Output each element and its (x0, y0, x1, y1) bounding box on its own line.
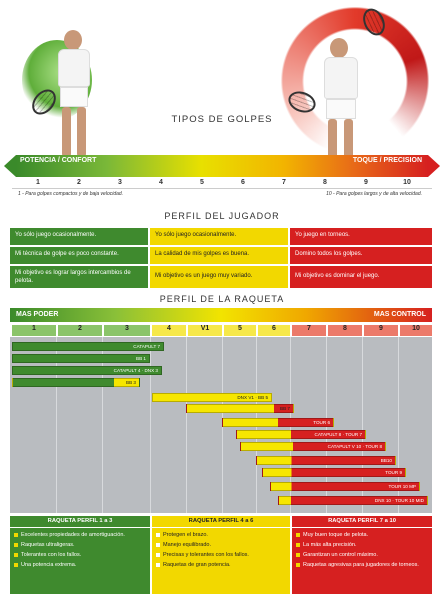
group-yellow-box: Protegen el brazo. Manejo equilibrado. P… (152, 528, 290, 594)
racket-bar: TOUR 9 (262, 468, 406, 477)
raqueta-col-2: 2 (58, 325, 102, 336)
raqueta-col-1: 1 (12, 325, 56, 336)
raqueta-col-5: 5 (224, 325, 256, 336)
list-item: Protegen el brazo. (155, 532, 287, 539)
racket-bar: BB 7 (186, 404, 294, 413)
racket-bar: BB 1 (12, 354, 150, 363)
jugador-cell: Mi objetivo es dominar el juego. (290, 266, 432, 288)
raqueta-left-label: MAS PODER (16, 311, 59, 318)
list-item: Raquetas ultraligeras. (13, 542, 147, 549)
raqueta-power-bar: MAS PODER MAS CONTROL (10, 308, 432, 322)
raqueta-title: PERFIL DE LA RAQUETA (159, 294, 285, 304)
scale-8: 8 (323, 179, 327, 186)
scale-2: 2 (77, 179, 81, 186)
raqueta-col-8: 8 (328, 325, 362, 336)
group-yellow-title: RAQUETA PERFIL 4 a 6 (152, 516, 290, 527)
racket-bar: TOUR 6 (222, 418, 334, 427)
group-red-title: RAQUETA PERFIL 7 a 10 (292, 516, 432, 527)
racket-bar: DNX 10 · TOUR 10 MID (278, 496, 428, 505)
jugador-cell: La calidad de mis golpes es buena. (150, 247, 288, 264)
list-item: Precisas y tolerantes con los fallos. (155, 552, 287, 559)
racket-bar: DNX V1 · BB 5 (152, 393, 272, 402)
scale-1: 1 (36, 179, 40, 186)
tipos-title: TIPOS DE GOLPES (171, 114, 273, 125)
list-item: La más alta precisión. (295, 542, 429, 549)
scale-4: 4 (159, 179, 163, 186)
racket-bar: CATAPULT 7 (12, 342, 164, 351)
jugador-cell: Yo sólo juego ocasionalmente. (10, 228, 148, 245)
tipos-note-left: 1 - Para golpes compactos y de baja velo… (18, 191, 124, 197)
racket-bar: CATAPULT 4 · DNX 3 (12, 366, 162, 375)
scale-6: 6 (241, 179, 245, 186)
list-item: Garantizan un control máximo. (295, 552, 429, 559)
raqueta-col-4: 4 (152, 325, 186, 336)
raqueta-col-7: 7 (292, 325, 326, 336)
list-item: Manejo equilibrado. (155, 542, 287, 549)
racket-bar: CATAPULT 8 · TOUR 7 (236, 430, 366, 439)
raqueta-col-9: 9 (364, 325, 398, 336)
tipos-right-label: TOQUE / PRECISION (352, 157, 422, 164)
group-green-box: Excelentes propiedades de amortiguación.… (10, 528, 150, 594)
list-item: Raquetas de gran potencia. (155, 562, 287, 569)
tipos-arrow: POTENCIA / CONFORT TOQUE / PRECISION (4, 155, 440, 177)
jugador-cell: Mi objetivo es un juego muy variado. (150, 266, 288, 288)
group-red-box: Muy buen toque de pelota. La más alta pr… (292, 528, 432, 594)
racket-bar: TOUR 10 MP (270, 482, 420, 491)
racket-bar: BB 3 (12, 378, 140, 387)
racket-bar: BB10 (256, 456, 396, 465)
tipos-left-label: POTENCIA / CONFORT (20, 157, 97, 164)
player-left-photo (22, 30, 122, 170)
jugador-cell: Mi técnica de golpe es poco constante. (10, 247, 148, 264)
scale-track (12, 176, 432, 189)
group-green-title: RAQUETA PERFIL 1 a 3 (10, 516, 150, 527)
list-item: Raquetas agresivas para jugadores de tor… (295, 562, 429, 569)
list-item: Una potencia extrema. (13, 562, 147, 569)
scale-10: 10 (403, 179, 411, 186)
raqueta-right-label: MAS CONTROL (373, 311, 426, 318)
raqueta-col-6: 6 (258, 325, 290, 336)
tipos-note-right: 10 - Para golpes largos y de alta veloci… (326, 191, 422, 197)
scale-5: 5 (200, 179, 204, 186)
player-right-photo (280, 5, 440, 168)
list-item: Muy buen toque de pelota. (295, 532, 429, 539)
scale-7: 7 (282, 179, 286, 186)
jugador-cell: Domino todos los golpes. (290, 247, 432, 264)
raqueta-col-3: 3 (104, 325, 150, 336)
jugador-cell: Yo juego en torneos. (290, 228, 432, 245)
racket-bar: CATAPULT V 10 · TOUR 8 (240, 442, 386, 451)
list-item: Excelentes propiedades de amortiguación. (13, 532, 147, 539)
raqueta-col-v1: V1 (188, 325, 222, 336)
scale-9: 9 (364, 179, 368, 186)
jugador-cell: Mi objetivo es lograr largos intercambio… (10, 266, 148, 288)
scale-3: 3 (118, 179, 122, 186)
list-item: Tolerantes con los fallos. (13, 552, 147, 559)
jugador-title: PERFIL DEL JUGADOR (164, 211, 280, 221)
raqueta-col-10: 10 (400, 325, 432, 336)
jugador-cell: Yo sólo juego ocasionalmente. (150, 228, 288, 245)
